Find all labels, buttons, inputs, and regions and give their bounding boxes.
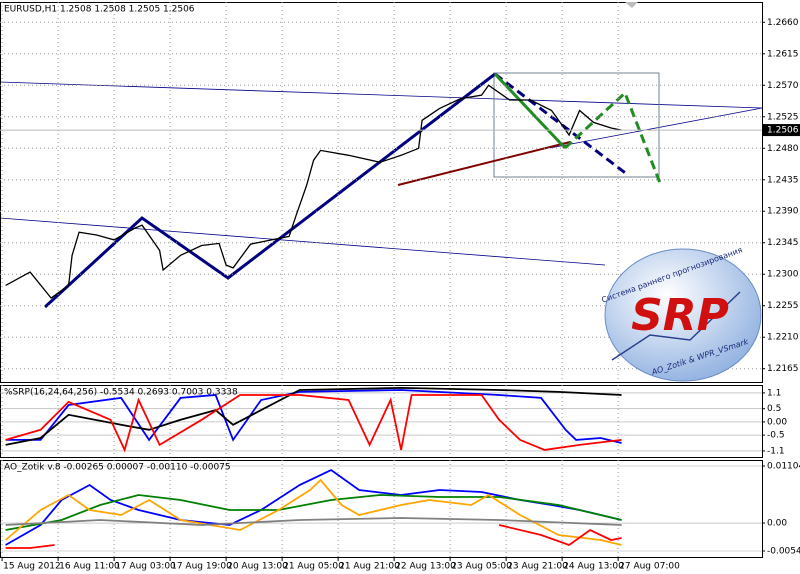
series-line <box>5 386 622 446</box>
x-tick-label: 21 Aug 05:00 <box>283 562 344 572</box>
x-tick-label: 16 Aug 11:00 <box>59 562 120 572</box>
current-price-box <box>763 124 800 137</box>
y-tick-label: 1.2210 <box>767 333 799 343</box>
y-tick-label: 1.2570 <box>767 81 799 91</box>
y-tick-label: -0.00542 <box>767 547 800 557</box>
arrow-icon[interactable] <box>625 2 638 8</box>
current-price-label: 1.2506 <box>767 126 799 136</box>
x-tick-label: 17 Aug 19:00 <box>171 562 232 572</box>
forecast-line <box>563 90 662 184</box>
y-tick-label: 1.2525 <box>767 112 799 122</box>
y-tick-label: 1.2435 <box>767 175 799 185</box>
logo-arrow <box>611 291 741 361</box>
series-line <box>5 478 622 546</box>
logo-disc <box>604 248 762 382</box>
y-tick-label: 1.2165 <box>767 364 799 374</box>
series-line <box>5 524 622 549</box>
y-tick-label: 1.2615 <box>767 49 799 59</box>
x-tick-label: 23 Aug 21:00 <box>507 562 568 572</box>
y-tick-label: 1.2660 <box>767 18 799 28</box>
y-tick-label: -0.5 <box>767 431 785 441</box>
x-tick-label: 21 Aug 21:00 <box>339 562 400 572</box>
y-tick-label: 1.2345 <box>767 238 799 248</box>
x-tick-label: 20 Aug 13:00 <box>227 562 288 572</box>
y-tick-label: -1.1 <box>767 446 785 456</box>
y-tick-label: 0.5 <box>767 404 781 414</box>
panel-frame <box>0 460 763 558</box>
y-tick-label: 1.2480 <box>767 144 799 154</box>
window-arrow[interactable] <box>625 2 638 8</box>
series-line <box>5 394 622 453</box>
panel-frame <box>0 2 763 383</box>
zigzag <box>43 72 496 309</box>
y-tick-label: 1.2300 <box>767 270 799 280</box>
box <box>493 72 660 178</box>
x-tick-label: 17 Aug 03:00 <box>115 562 176 572</box>
x-tick-label: 22 Aug 13:00 <box>395 562 456 572</box>
x-tick-label: 24 Aug 13:00 <box>563 562 624 572</box>
trend-objects <box>0 72 763 309</box>
y-tick-label: 0.01104 <box>767 461 800 471</box>
trend-line <box>397 141 571 186</box>
x-tick-label: 23 Aug 05:00 <box>451 562 512 572</box>
logo-title: SRP <box>631 290 729 341</box>
series-line <box>5 84 622 299</box>
y-tick-label: 0.00 <box>767 519 787 529</box>
channel-line <box>0 81 763 109</box>
y-tick-label: 1.1 <box>767 388 781 398</box>
panel-title: %SRP(16,24,64,256) -0.5534 0.2693 0.7003… <box>4 388 238 398</box>
x-tick-label: 27 Aug 07:00 <box>619 562 680 572</box>
y-tick-label: 1.2390 <box>767 207 799 217</box>
series-line <box>5 517 622 526</box>
y-tick-label: 0.00 <box>767 417 787 427</box>
x-tick-label: 15 Aug 2012 <box>3 562 61 572</box>
logo: SRP Система раннего прогнозирования AO_Z… <box>600 245 762 382</box>
panel-title: EURUSD,H1 1.2508 1.2508 1.2505 1.2506 <box>4 5 195 15</box>
forecast-line <box>493 72 567 150</box>
channel-line <box>0 217 606 266</box>
panel-title: AO_Zotik v.8 -0.00265 0.00007 -0.00110 -… <box>4 463 231 473</box>
series-line <box>5 389 622 444</box>
y-tick-label: 1.2255 <box>767 301 799 311</box>
